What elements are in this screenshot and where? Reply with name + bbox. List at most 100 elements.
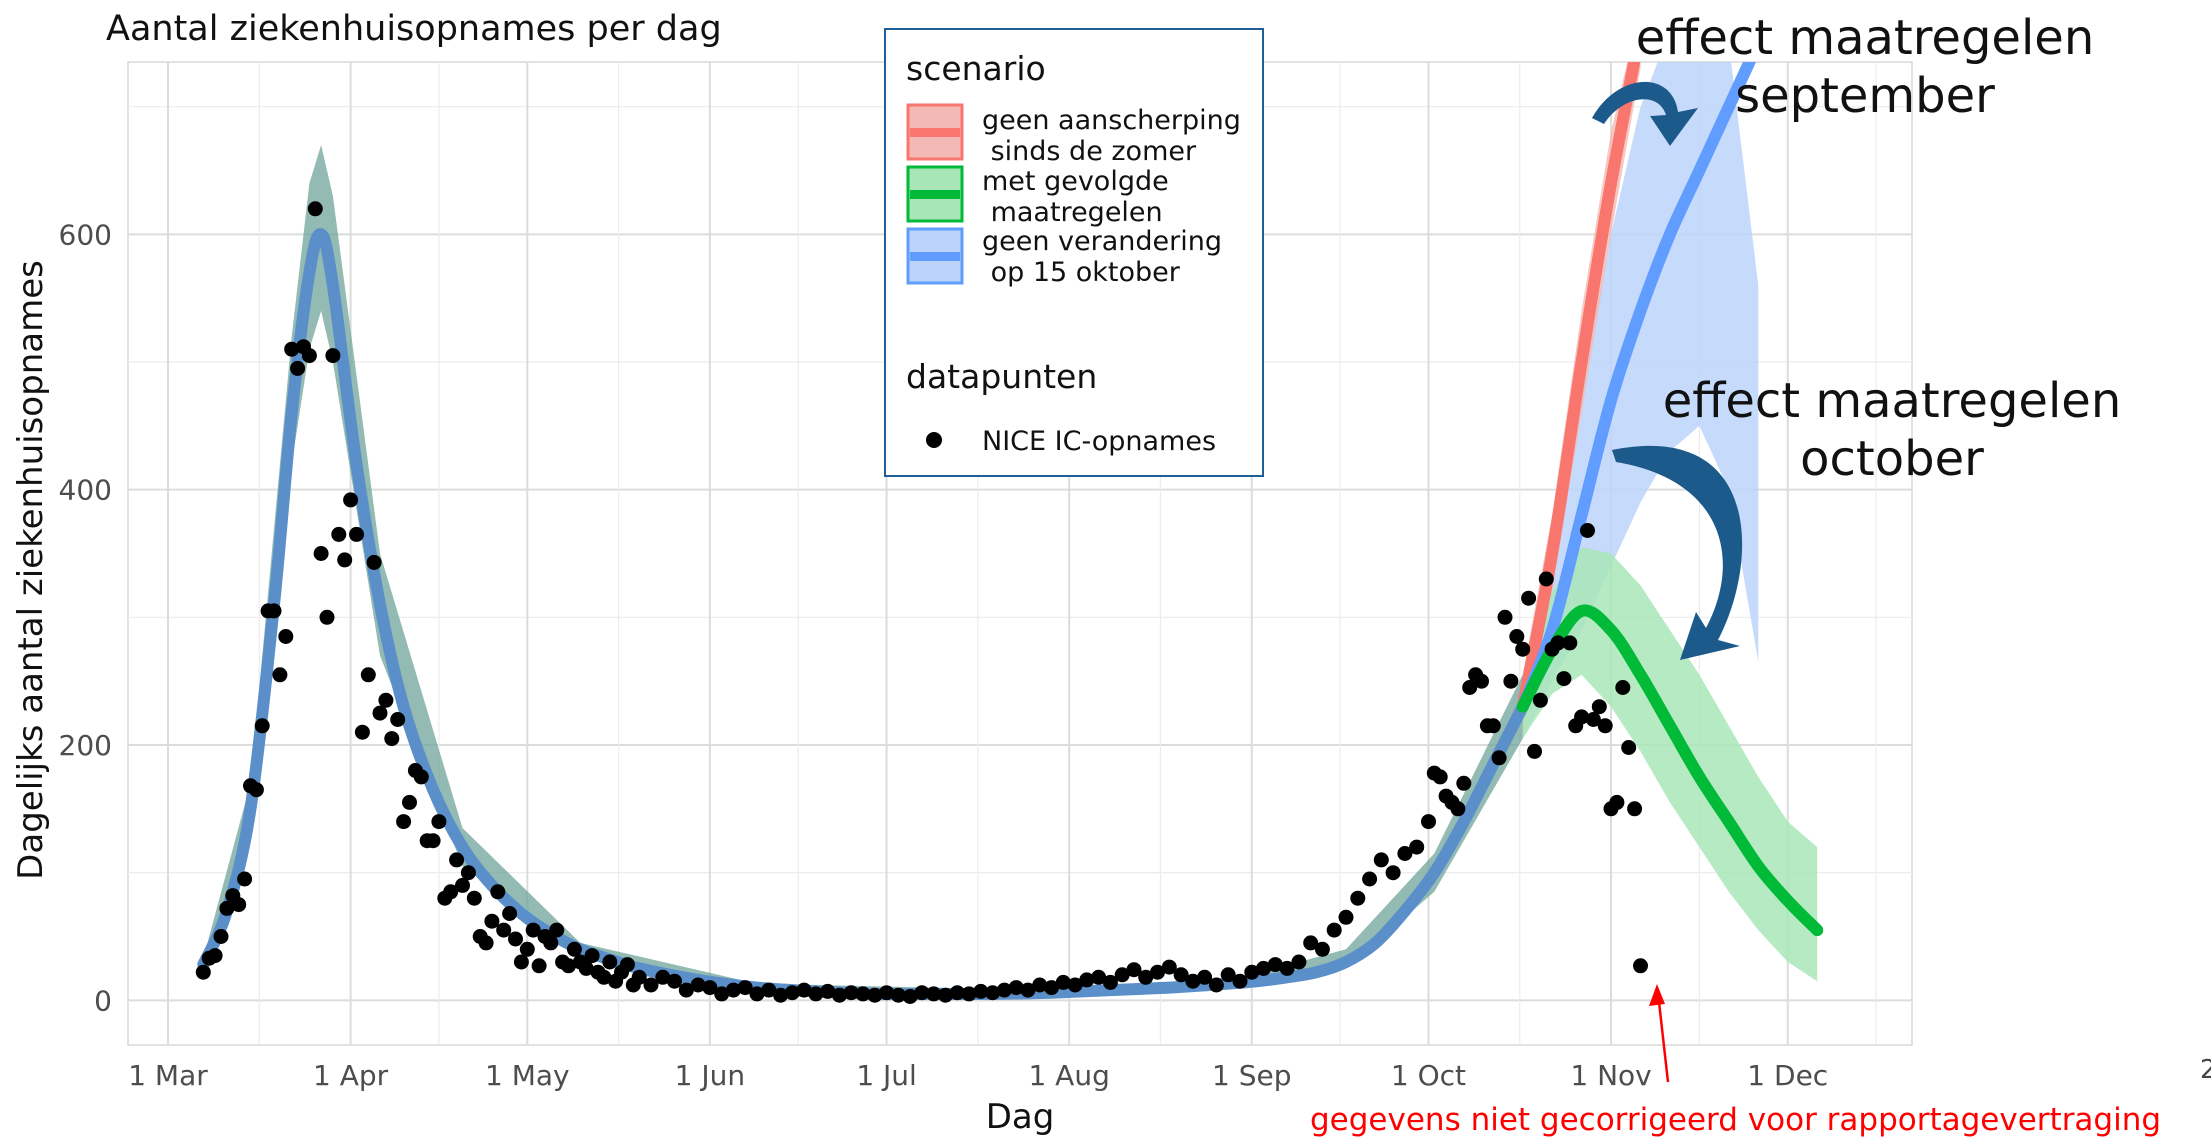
data-point	[1521, 590, 1537, 606]
data-point	[372, 705, 388, 721]
legend-scenario-title: scenario	[906, 49, 1046, 88]
data-point	[1591, 699, 1607, 715]
data-point	[1527, 743, 1542, 759]
data-point	[1126, 962, 1142, 978]
band-green	[1522, 547, 1818, 982]
x-tick-label: 1 Mar	[128, 1059, 208, 1092]
data-point	[702, 980, 718, 996]
data-point	[1362, 871, 1378, 887]
y-axis-title: Dagelijks aantal ziekenhuisopnames	[11, 260, 51, 880]
data-points	[195, 201, 1648, 1004]
data-point	[354, 724, 370, 740]
data-point	[602, 954, 618, 970]
data-point	[832, 987, 847, 1003]
data-point	[1485, 718, 1501, 734]
data-point	[949, 985, 965, 1001]
annotation-september-line2: september	[1735, 68, 1995, 124]
legend-label-green-1: met gevolgde	[982, 166, 1169, 197]
note-arrow-icon	[1656, 992, 1670, 1083]
data-point	[578, 960, 594, 976]
data-point	[926, 986, 942, 1002]
data-point	[1562, 635, 1578, 651]
data-point	[508, 931, 523, 947]
band-early	[203, 145, 1523, 996]
legend-point-marker	[926, 432, 942, 448]
data-point	[396, 814, 412, 830]
data-point	[1256, 960, 1271, 976]
data-point	[1303, 935, 1319, 951]
data-point	[1067, 977, 1083, 993]
data-point	[543, 935, 559, 951]
legend-label-red-2: sinds de zomer	[982, 136, 1197, 167]
data-point	[902, 989, 918, 1004]
data-point	[1580, 523, 1595, 538]
data-point	[219, 900, 235, 916]
y-tick-label: 200	[59, 729, 112, 762]
legend-line-blue	[910, 252, 960, 261]
data-point	[1044, 980, 1059, 996]
y-tick-label: 0	[94, 984, 112, 1017]
data-point	[1373, 852, 1389, 868]
data-point	[278, 629, 294, 644]
data-point	[879, 985, 895, 1001]
data-point	[1550, 635, 1566, 651]
data-point	[643, 977, 659, 993]
data-point	[584, 948, 600, 964]
data-point	[513, 954, 529, 970]
data-point	[985, 985, 1001, 1001]
data-point	[1462, 680, 1478, 695]
data-point	[1326, 922, 1342, 938]
data-point	[349, 526, 364, 542]
annotation-october-line1: effect maatregelen	[1663, 373, 2122, 429]
data-point	[455, 877, 470, 893]
data-point	[248, 782, 264, 798]
data-point	[337, 552, 353, 568]
x-tick-label: 1 Dec	[1747, 1059, 1828, 1092]
y-tick-label: 600	[59, 218, 112, 251]
data-point	[1244, 964, 1260, 980]
data-point	[237, 871, 253, 887]
data-point	[690, 977, 706, 993]
data-point	[631, 969, 647, 985]
data-point	[1185, 973, 1201, 989]
data-point	[1102, 974, 1118, 990]
data-point	[1491, 750, 1507, 766]
x-tick-label: 1 Jul	[856, 1059, 917, 1092]
data-point	[1532, 692, 1548, 708]
data-point	[384, 731, 400, 747]
data-point	[478, 935, 494, 951]
data-point	[961, 986, 977, 1002]
data-point	[460, 865, 476, 881]
data-point	[1173, 967, 1189, 983]
data-point	[1509, 629, 1525, 644]
data-point	[655, 969, 671, 985]
data-point	[549, 922, 565, 938]
data-point	[1585, 712, 1601, 727]
annotation-note: gegevens niet gecorrigeerd voor rapporta…	[1310, 1102, 2161, 1137]
data-point	[272, 667, 288, 683]
data-point	[1197, 969, 1213, 985]
data-point	[1079, 972, 1095, 988]
legend-label-red-1: geen aanscherping	[982, 105, 1241, 136]
data-point	[1220, 967, 1236, 983]
legend-line-red	[910, 128, 960, 137]
x-tick-label: 1 Sep	[1212, 1059, 1292, 1092]
data-point	[390, 712, 406, 727]
data-point	[331, 526, 347, 542]
data-point	[843, 985, 859, 1001]
data-point	[1055, 974, 1071, 990]
line-green	[1516, 604, 1824, 937]
data-point	[773, 987, 789, 1003]
data-point	[1350, 890, 1366, 906]
x-axis-title: Dag	[986, 1097, 1055, 1137]
data-point	[425, 833, 441, 849]
data-point	[1515, 641, 1531, 657]
data-point	[808, 986, 824, 1002]
data-point	[231, 897, 247, 913]
chart-title: Aantal ziekenhuisopnames per dag	[106, 9, 722, 49]
data-point	[1008, 980, 1024, 996]
data-point	[796, 982, 812, 998]
data-point	[996, 982, 1012, 998]
data-point	[784, 985, 800, 1001]
data-point	[1267, 957, 1283, 973]
